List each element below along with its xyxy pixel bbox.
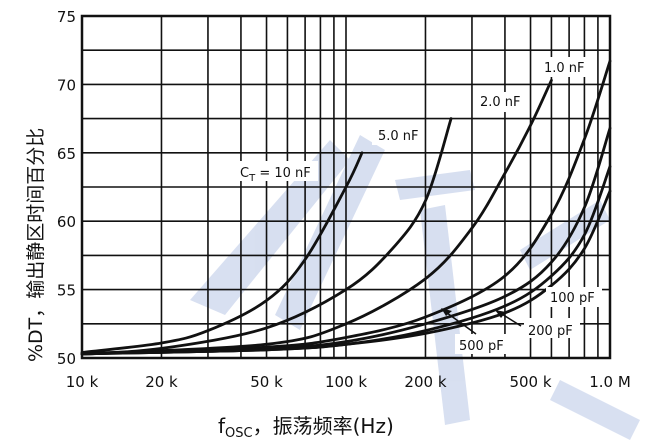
label-bg-2nf bbox=[476, 92, 528, 112]
x-tick-label: 1.0 M bbox=[589, 373, 631, 391]
label-bg-5nf bbox=[372, 125, 424, 145]
label-bg-1nf bbox=[540, 57, 590, 77]
watermark bbox=[190, 135, 640, 440]
label-ct-10nf: CT = 10 nF bbox=[240, 166, 311, 184]
arrowhead-200pf bbox=[495, 310, 506, 318]
y-tick-label: 75 bbox=[57, 8, 76, 26]
x-axis-title: fOSC，振荡频率(Hz) bbox=[218, 414, 394, 441]
y-tick-labels: 50 55 60 65 70 75 bbox=[57, 8, 76, 368]
y-tick-label: 65 bbox=[57, 145, 76, 163]
curves bbox=[80, 59, 612, 356]
label-bg-200pf bbox=[524, 318, 580, 338]
series-line-0 bbox=[80, 151, 364, 354]
curve-labels: CT = 10 nF 5.0 nF 2.0 nF 1.0 nF 100 pF 2… bbox=[225, 57, 602, 354]
y-tick-label: 50 bbox=[57, 350, 76, 368]
x-tick-label: 10 k bbox=[66, 373, 99, 391]
series-line-2 bbox=[80, 78, 553, 356]
label-200pf: 200 pF bbox=[528, 324, 573, 339]
x-tick-label: 50 k bbox=[250, 373, 283, 391]
label-bg-100pf bbox=[546, 287, 602, 307]
plot-frame bbox=[80, 14, 612, 360]
label-5nf: 5.0 nF bbox=[378, 129, 419, 144]
x-tick-label: 100 k bbox=[325, 373, 367, 391]
x-tick-label: 200 k bbox=[404, 373, 446, 391]
x-tick-labels: 10 k 20 k 50 k 100 k 200 k 500 k 1.0 M bbox=[66, 373, 631, 391]
arrow-500pf bbox=[442, 309, 477, 335]
y-tick-label: 60 bbox=[57, 213, 76, 231]
label-bg-10nf bbox=[225, 161, 318, 181]
y-tick-label: 55 bbox=[57, 282, 76, 300]
arrowhead-500pf bbox=[441, 308, 452, 316]
y-tick-label: 70 bbox=[57, 76, 76, 94]
label-2nf: 2.0 nF bbox=[480, 95, 521, 110]
series-line-6 bbox=[80, 189, 612, 356]
y-axis-title: %DT，输出静区时间百分比 bbox=[25, 128, 47, 362]
label-100pf: 100 pF bbox=[550, 291, 595, 306]
x-tick-label: 500 k bbox=[509, 373, 551, 391]
label-500pf: 500 pF bbox=[459, 339, 504, 354]
x-tick-label: 20 k bbox=[145, 373, 178, 391]
series-line-1 bbox=[80, 117, 453, 356]
label-bg-500pf bbox=[455, 334, 511, 354]
label-1nf: 1.0 nF bbox=[544, 61, 585, 76]
